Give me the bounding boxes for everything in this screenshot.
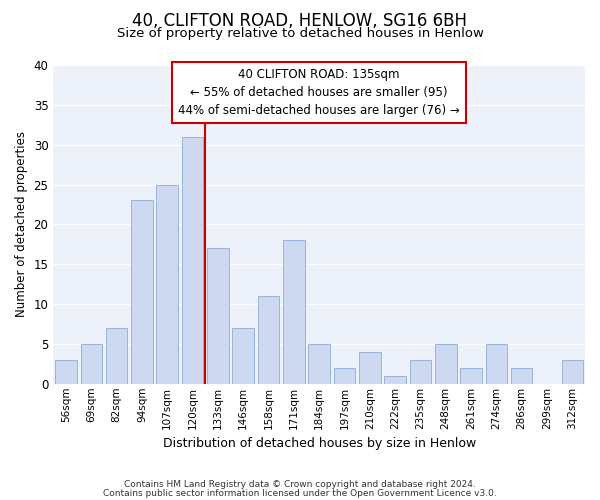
- Bar: [359, 352, 380, 384]
- Bar: [157, 184, 178, 384]
- Text: Size of property relative to detached houses in Henlow: Size of property relative to detached ho…: [116, 28, 484, 40]
- Bar: [485, 344, 507, 384]
- Bar: [410, 360, 431, 384]
- Bar: [80, 344, 102, 384]
- Text: 40 CLIFTON ROAD: 135sqm
← 55% of detached houses are smaller (95)
44% of semi-de: 40 CLIFTON ROAD: 135sqm ← 55% of detache…: [178, 68, 460, 117]
- Text: 40, CLIFTON ROAD, HENLOW, SG16 6BH: 40, CLIFTON ROAD, HENLOW, SG16 6BH: [133, 12, 467, 30]
- Bar: [131, 200, 152, 384]
- Bar: [308, 344, 330, 384]
- Bar: [258, 296, 279, 384]
- Bar: [232, 328, 254, 384]
- Bar: [435, 344, 457, 384]
- Bar: [207, 248, 229, 384]
- Bar: [55, 360, 77, 384]
- Y-axis label: Number of detached properties: Number of detached properties: [15, 132, 28, 318]
- Text: Contains HM Land Registry data © Crown copyright and database right 2024.: Contains HM Land Registry data © Crown c…: [124, 480, 476, 489]
- Bar: [106, 328, 127, 384]
- Bar: [334, 368, 355, 384]
- Bar: [562, 360, 583, 384]
- Bar: [511, 368, 532, 384]
- Bar: [385, 376, 406, 384]
- X-axis label: Distribution of detached houses by size in Henlow: Distribution of detached houses by size …: [163, 437, 476, 450]
- Bar: [182, 136, 203, 384]
- Text: Contains public sector information licensed under the Open Government Licence v3: Contains public sector information licen…: [103, 489, 497, 498]
- Bar: [460, 368, 482, 384]
- Bar: [283, 240, 305, 384]
